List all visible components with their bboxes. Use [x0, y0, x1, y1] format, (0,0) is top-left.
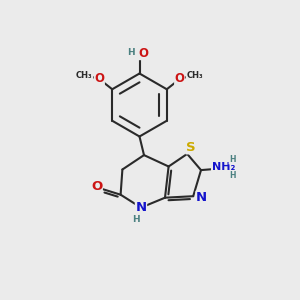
Text: H: H	[229, 155, 236, 164]
Text: S: S	[186, 141, 196, 154]
Text: CH₃: CH₃	[186, 71, 203, 80]
Text: NH₂: NH₂	[212, 162, 235, 172]
Text: N: N	[135, 201, 147, 214]
Text: O: O	[91, 180, 102, 194]
Text: O: O	[94, 72, 104, 85]
Text: N: N	[196, 191, 207, 204]
Text: CH₃: CH₃	[76, 71, 93, 80]
Text: O: O	[138, 46, 148, 60]
Text: H: H	[229, 171, 236, 180]
Text: H: H	[127, 48, 134, 57]
Text: H: H	[132, 214, 140, 224]
Text: O: O	[175, 72, 185, 85]
